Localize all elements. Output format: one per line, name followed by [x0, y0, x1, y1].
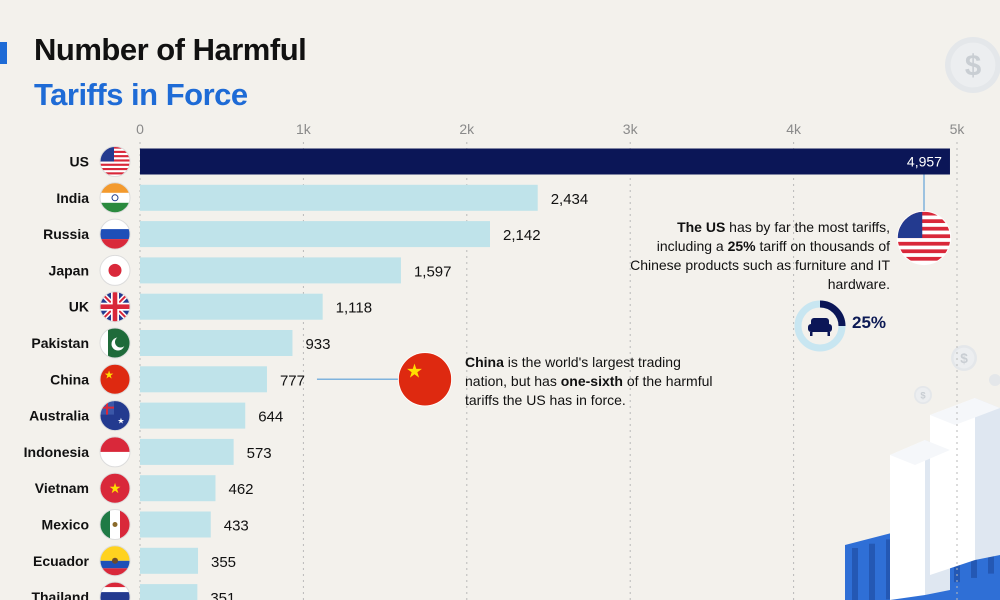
category-label: China [50, 371, 89, 387]
category-label: Russia [43, 226, 89, 242]
us-flag-icon [896, 210, 952, 266]
bar-value-label: 644 [258, 409, 283, 426]
india-flag-icon [99, 182, 131, 214]
x-tick-label: 0 [136, 121, 144, 137]
uk-flag-icon [99, 291, 131, 323]
category-label: Thailand [31, 589, 89, 600]
x-tick-label: 3k [623, 121, 639, 137]
category-label: Australia [29, 408, 89, 424]
svg-text:★: ★ [104, 369, 114, 381]
bar [140, 293, 323, 320]
bar-value-label: 355 [211, 554, 236, 571]
bar-value-label: 1,118 [336, 300, 372, 317]
japan-flag-icon [99, 254, 131, 286]
china-flag-icon: ★ [397, 352, 453, 407]
isometric-blocks [890, 398, 1000, 600]
chart-title-line1: Number of Harmful [34, 32, 307, 67]
us-annotation: The US has by far the most tariffs, incl… [622, 218, 890, 294]
svg-text:★: ★ [117, 417, 124, 426]
china-annotation: China is the world's largest trading nat… [465, 353, 715, 410]
bar [140, 547, 199, 574]
pakistan-flag-icon [99, 327, 131, 359]
dollar-coin-icon: $ [914, 386, 932, 404]
category-label: Mexico [42, 517, 89, 533]
svg-text:★: ★ [406, 362, 423, 383]
us-annotation-text-a: has by far the most tariffs, including a [656, 219, 890, 254]
china-annotation-text-a: is the world's largest trading nation, b… [465, 354, 681, 389]
bar [140, 257, 401, 284]
category-label: Vietnam [35, 480, 89, 496]
category-label: Japan [49, 262, 89, 278]
bar [140, 184, 538, 211]
dollar-coin-icon: $ [951, 345, 977, 371]
x-tick-label: 1k [296, 121, 312, 137]
us-annotation-lead: The US [677, 219, 726, 235]
bar-value-label: 4,957 [907, 154, 942, 170]
svg-text:$: $ [965, 50, 981, 83]
mexico-flag-icon [99, 509, 131, 540]
bar [140, 475, 216, 502]
x-tick-label: 4k [786, 121, 802, 137]
russia-flag-icon [99, 218, 131, 250]
bar-value-label: 462 [228, 481, 253, 498]
svg-text:★: ★ [109, 480, 122, 496]
bar-value-label: 1,597 [414, 263, 452, 280]
bar [140, 402, 246, 429]
category-label: India [56, 190, 89, 206]
chart-title-line2: Tariffs in Force [34, 77, 248, 112]
bar-value-label: 2,142 [503, 227, 541, 244]
china-annotation-text-b: of the harmful tariffs the US has in for… [465, 373, 713, 408]
ecuador-flag-icon [99, 545, 131, 577]
bar [140, 148, 950, 175]
us-flag-icon [99, 146, 131, 177]
vietnam-flag-icon: ★ [99, 472, 131, 504]
us-annotation-pct: 25% [727, 238, 756, 254]
thailand-flag-icon [99, 581, 131, 600]
china-flag-icon: ★ [99, 363, 131, 395]
x-tick-label: 2k [459, 121, 475, 137]
svg-text:$: $ [960, 351, 968, 366]
bar-value-label: 933 [305, 336, 330, 353]
armchair-icon [808, 318, 832, 336]
bar [140, 438, 234, 465]
bar [140, 221, 491, 248]
tariff-25-percent-label: 25% [852, 313, 887, 332]
bar-value-label: 351 [210, 590, 235, 600]
tariff-donut-chart [794, 300, 846, 352]
category-label: US [70, 154, 89, 170]
bubble-decor [989, 374, 1000, 386]
bar-value-label: 433 [224, 518, 249, 535]
australia-flag-icon: ★ [99, 400, 131, 432]
title-accent-bar [0, 42, 7, 64]
svg-text:$: $ [920, 390, 926, 401]
bar [140, 511, 211, 538]
x-tick-label: 5k [950, 121, 966, 137]
bar [140, 584, 198, 600]
bar [140, 330, 293, 356]
category-label: Pakistan [31, 335, 89, 351]
bar-value-label: 2,434 [551, 191, 589, 208]
category-label: Indonesia [24, 444, 90, 460]
us-annotation-text-b: tariff on thousands of Chinese products … [630, 238, 890, 292]
bar-value-label: 573 [247, 445, 272, 462]
bar [140, 366, 267, 393]
bar-value-label: 777 [280, 372, 305, 389]
china-annotation-lead: China [465, 354, 504, 370]
category-label: Ecuador [33, 553, 90, 569]
indonesia-flag-icon [99, 436, 131, 468]
china-annotation-mid: one-sixth [560, 373, 623, 389]
dollar-coin-icon: $ [945, 37, 1000, 93]
category-label: UK [69, 299, 89, 315]
